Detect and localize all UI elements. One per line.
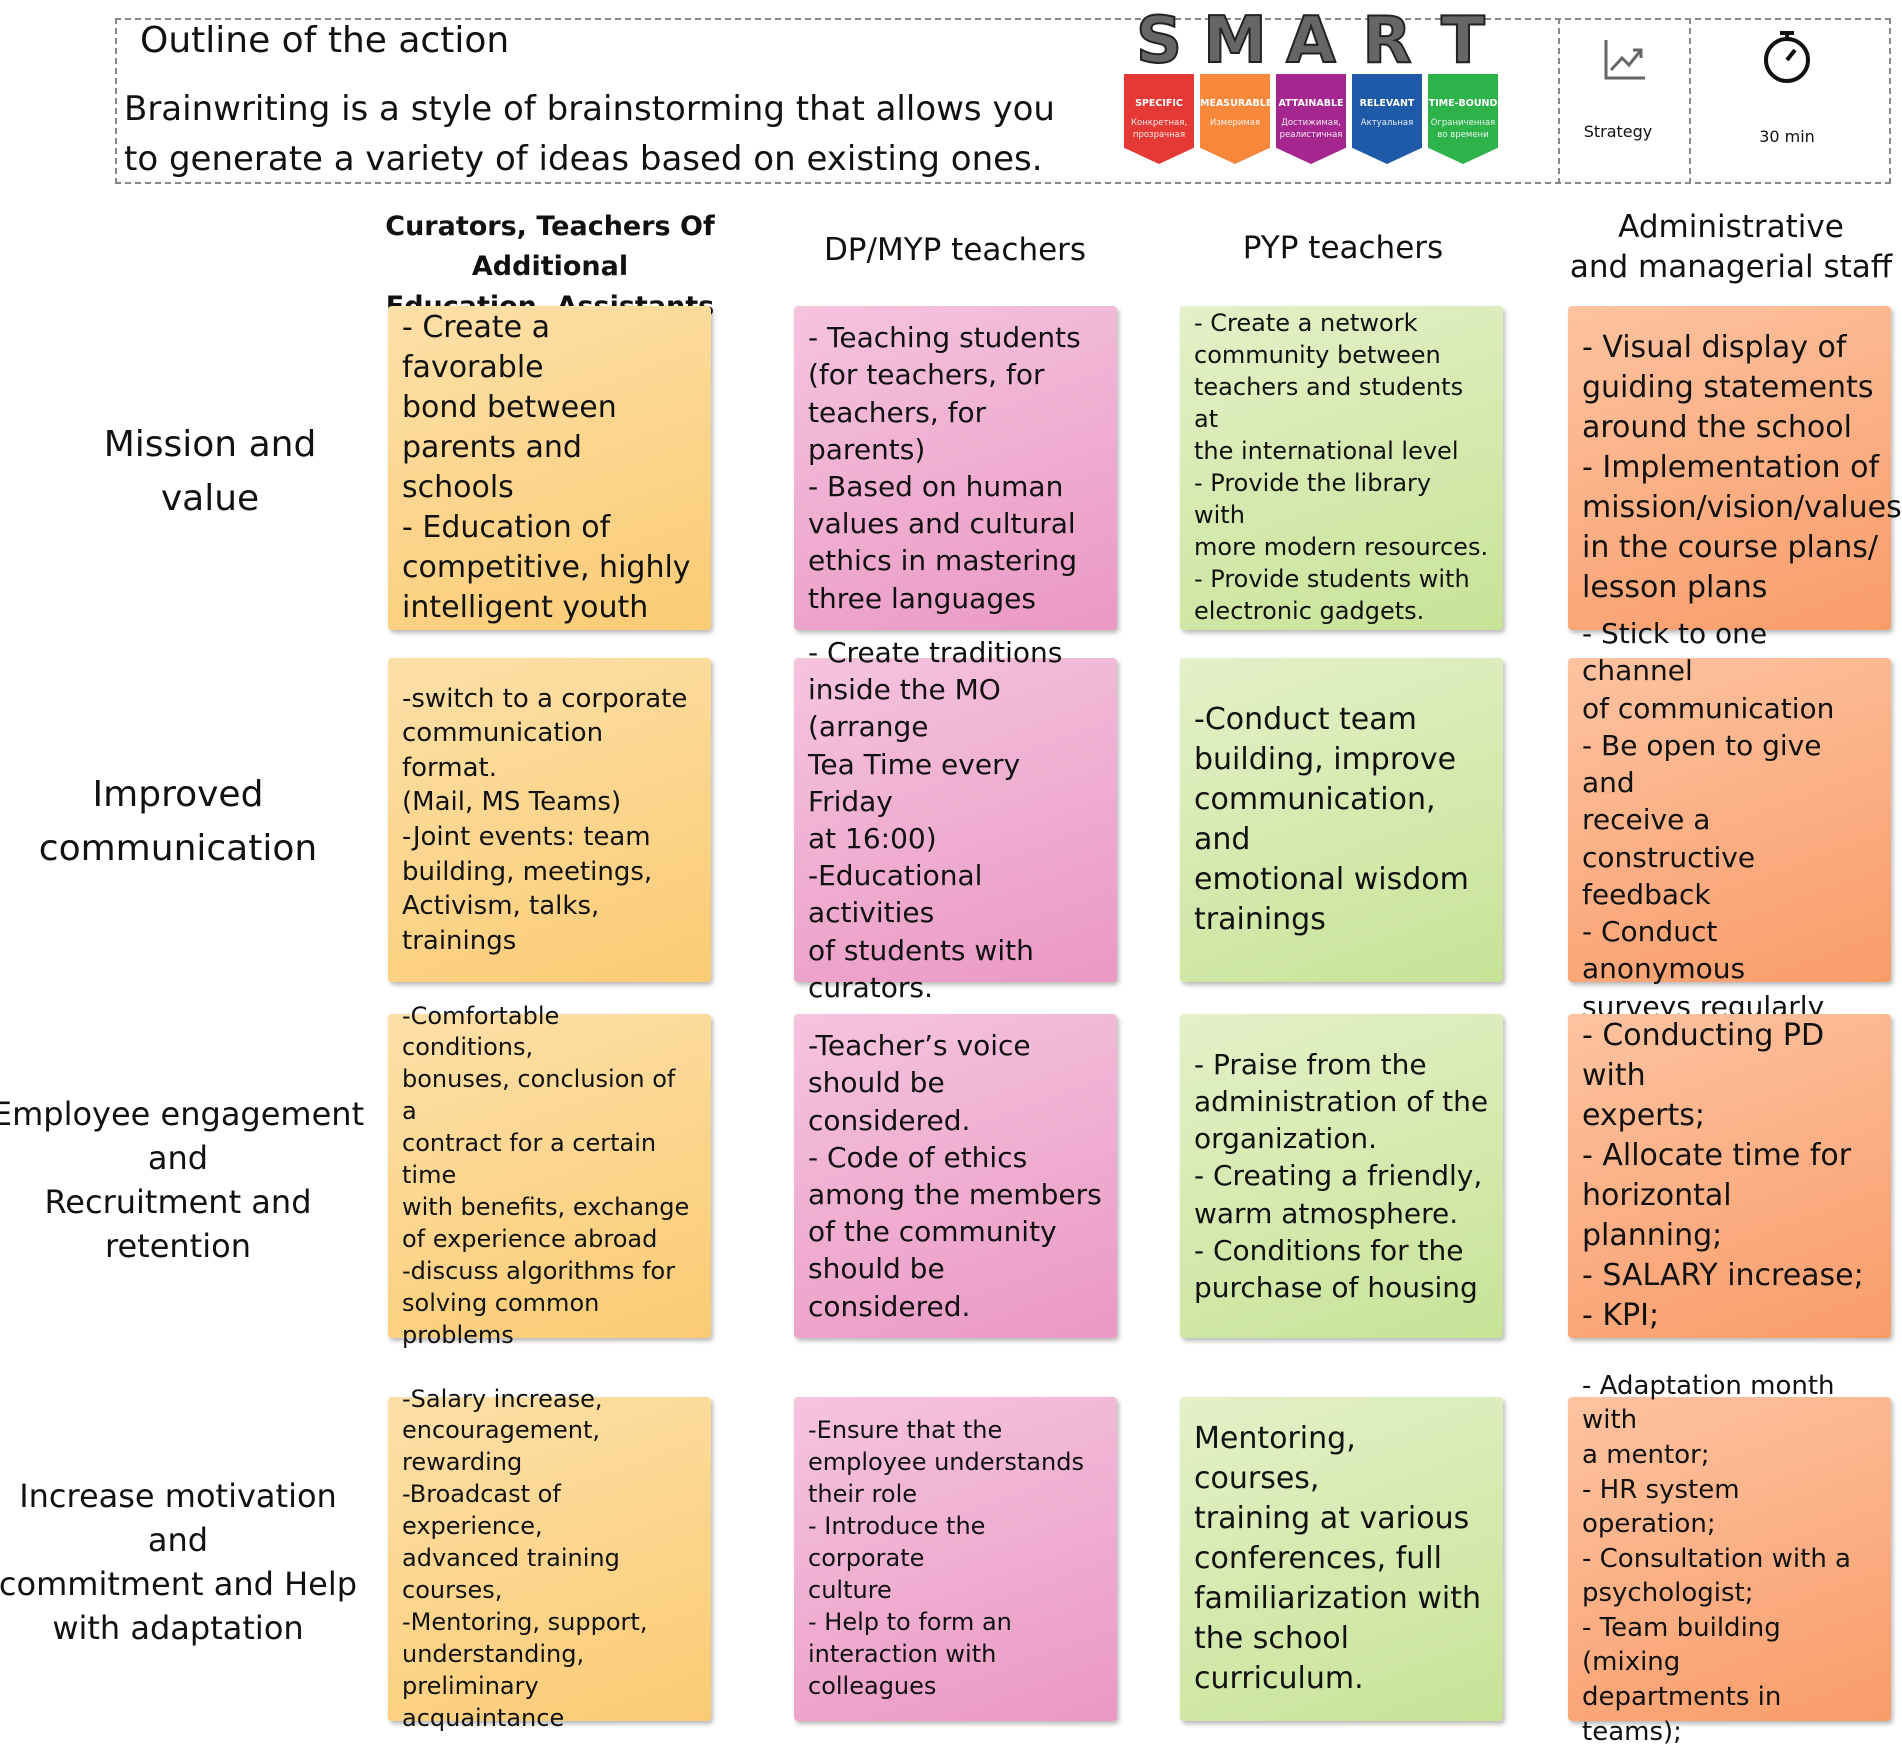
card-text: - Create a network community between tea… [1194, 309, 1489, 625]
smart-banner: RELEVANT Актуальная [1352, 74, 1422, 164]
smart-letter: M [1202, 3, 1268, 79]
idea-card: Mentoring, courses, training at various … [1180, 1397, 1503, 1721]
idea-card: -Teacher’s voice should be considered. -… [794, 1014, 1117, 1338]
idea-card: - Visual display of guiding statements a… [1568, 306, 1902, 630]
duration-label: 30 min [1759, 127, 1815, 146]
banner-label: TIME-BOUND [1428, 98, 1498, 109]
card-text: Mentoring, courses, training at various … [1194, 1421, 1482, 1696]
timer-icon [1764, 31, 1810, 83]
row-label: Mission and value [103, 424, 317, 519]
smart-banner: TIME-BOUND Ограниченная во времени [1428, 74, 1498, 164]
separator [1689, 18, 1691, 184]
column-header: PYP teachers [1242, 230, 1444, 266]
idea-card: -Ensure that the employee understands th… [794, 1397, 1117, 1721]
header-box [115, 18, 1891, 184]
idea-card: - Praise from the administration of the … [1180, 1014, 1503, 1338]
card-text: - Create a favorable bond between parent… [402, 310, 691, 625]
smart-letter: A [1285, 3, 1337, 79]
banner-sublabel: Измеримая [1209, 118, 1261, 128]
banner-sublabel: Достижимая, реалистичная [1279, 118, 1343, 140]
banner-sublabel: Ограниченная во времени [1430, 118, 1496, 140]
card-text: - Conducting PD with experts; - Allocate… [1582, 1018, 1864, 1333]
smart-banner: SPECIFIC Конкретная, прозрачная [1124, 74, 1194, 164]
row-label: Improved communication [38, 774, 318, 869]
card-text: - Stick to one channel of communication … [1582, 617, 1835, 1023]
banner-label: ATTAINABLE [1278, 98, 1344, 109]
card-text: -Conduct team building, improve communic… [1194, 702, 1469, 937]
idea-card: -Conduct team building, improve communic… [1180, 658, 1503, 982]
banner-sublabel: Актуальная [1360, 118, 1414, 128]
smart-banner: ATTAINABLE Достижимая, реалистичная [1276, 74, 1346, 164]
card-text: -Salary increase, encouragement, rewardi… [402, 1384, 648, 1732]
header-title: Outline of the action [140, 20, 510, 61]
idea-card: - Create a favorable bond between parent… [388, 306, 711, 630]
idea-card: -Salary increase, encouragement, rewardi… [388, 1385, 711, 1732]
card-text: - Adaptation month with a mentor; - HR s… [1582, 1370, 1851, 1747]
card-text: - Create traditions inside the MO (arran… [808, 635, 1063, 1004]
banner-sublabel: Конкретная, прозрачная [1130, 118, 1188, 140]
card-text: -switch to a corporate communication for… [402, 683, 688, 956]
idea-card: - Create traditions inside the MO (arran… [794, 636, 1117, 1004]
card-text: -Ensure that the employee understands th… [808, 1416, 1084, 1700]
row-label: Increase motivation and commitment and H… [0, 1477, 358, 1647]
header-description: Brainwriting is a style of brainstorming… [124, 89, 1055, 179]
idea-card: - Conducting PD with experts; - Allocate… [1568, 1014, 1891, 1338]
strategy-icon [1604, 40, 1645, 80]
idea-card: -Comfortable conditions, bonuses, conclu… [388, 1002, 711, 1349]
card-text: - Praise from the administration of the … [1194, 1047, 1489, 1305]
idea-card: - Stick to one channel of communication … [1568, 617, 1891, 1023]
card-text: -Teacher’s voice should be considered. -… [808, 1029, 1102, 1323]
idea-card: -switch to a corporate communication for… [388, 658, 711, 982]
banner-label: SPECIFIC [1135, 98, 1183, 109]
strategy-label: Strategy [1583, 122, 1653, 141]
smart-banner: MEASURABLE Измеримая [1200, 74, 1270, 164]
idea-card: - Create a network community between tea… [1180, 306, 1503, 630]
smart-letter: S [1135, 3, 1183, 79]
idea-card: - Teaching students (for teachers, for t… [794, 306, 1117, 630]
smart-letter: R [1361, 3, 1412, 79]
smart-letter: T [1440, 3, 1486, 79]
banner-label: RELEVANT [1359, 98, 1415, 109]
row-label: Employee engagement and Recruitment and … [0, 1095, 365, 1265]
column-header: DP/MYP teachers [823, 232, 1087, 268]
banner-label: MEASURABLE [1200, 98, 1273, 109]
card-text: - Teaching students (for teachers, for t… [808, 321, 1081, 615]
card-text: - Visual display of guiding statements a… [1582, 330, 1902, 605]
card-text: -Comfortable conditions, bonuses, conclu… [402, 1001, 690, 1349]
separator [1558, 18, 1560, 184]
idea-card: - Adaptation month with a mentor; - HR s… [1568, 1371, 1891, 1747]
column-header: Administrative and managerial staff [1569, 209, 1893, 285]
